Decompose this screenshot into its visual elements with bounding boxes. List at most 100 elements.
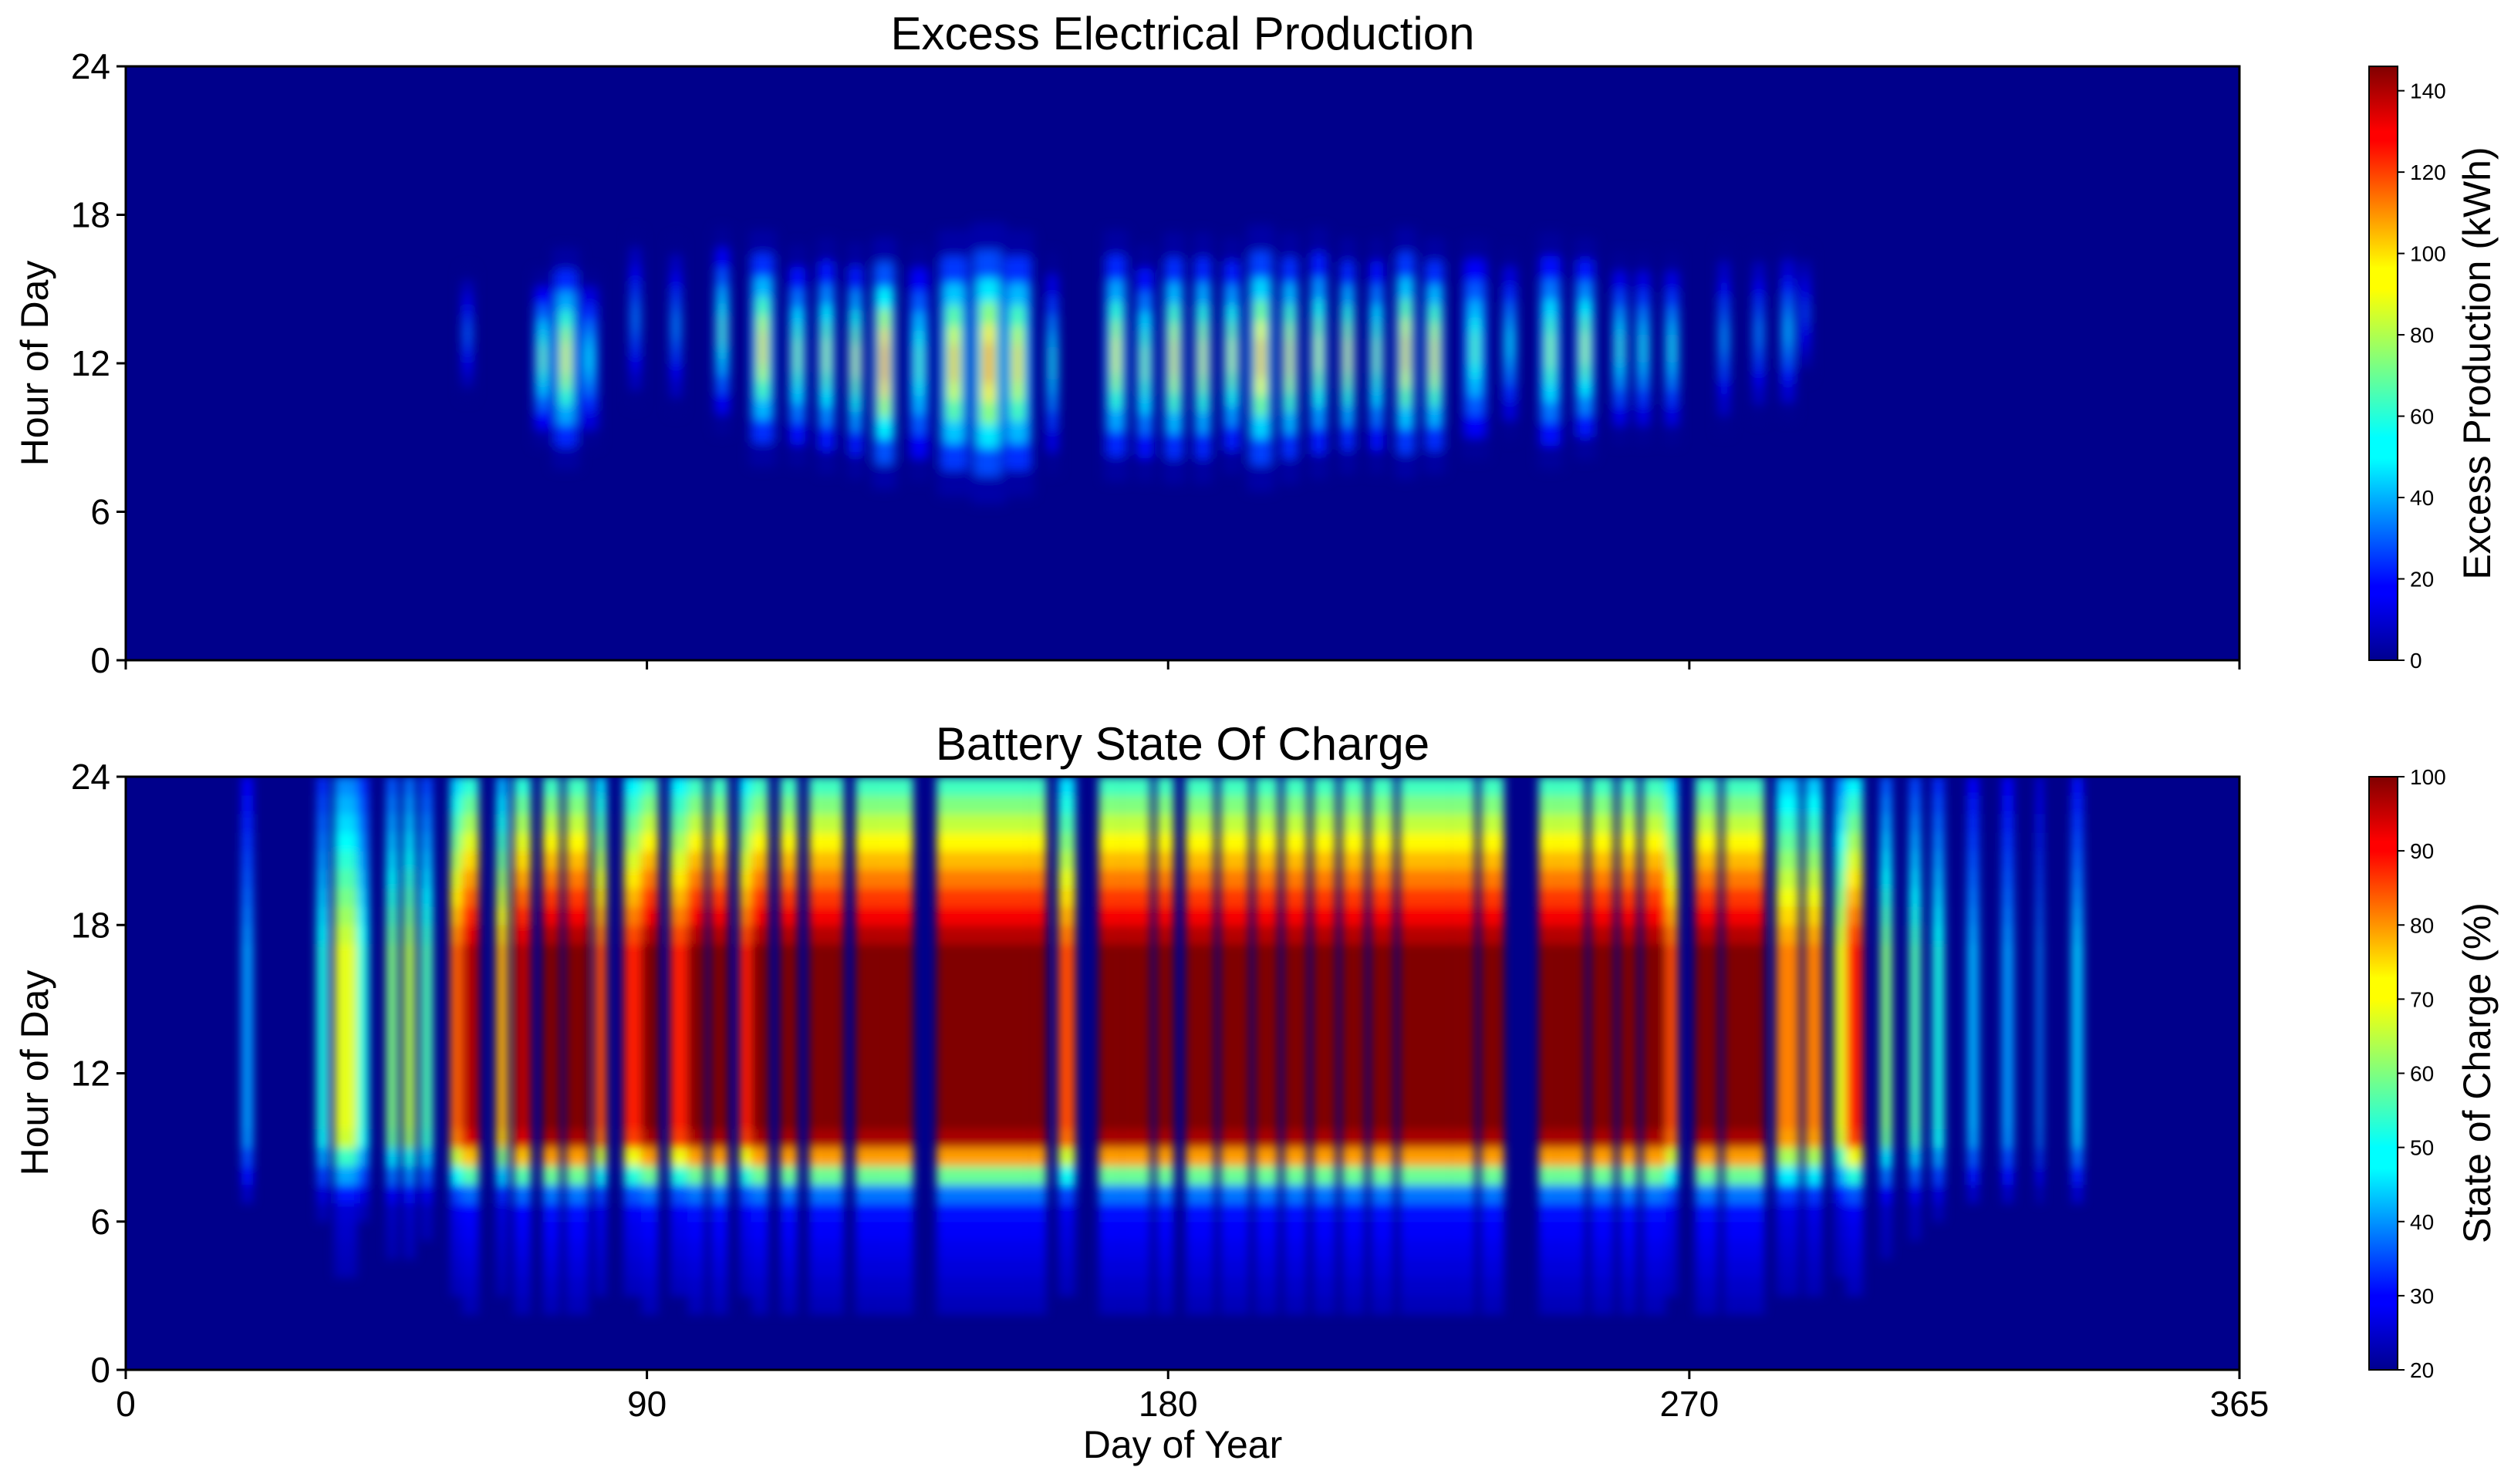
soc-cell-3-26	[357, 869, 370, 889]
soc-cell-37-9	[1284, 1184, 1308, 1204]
soc-cell-20-9	[751, 1184, 769, 1204]
soc-cell-40-29	[1371, 814, 1394, 833]
soc-cell-33-10	[1156, 1165, 1174, 1186]
soc-cell-4-29	[386, 814, 398, 833]
soc-cell-2-29	[334, 814, 358, 833]
soc-cell-46-20	[1556, 980, 1585, 1000]
soc-cell-13-26	[595, 869, 607, 889]
soc-cell-34-6	[1185, 1239, 1215, 1260]
soc-cell-3-22	[357, 943, 370, 963]
excess-cell-0-5	[466, 323, 470, 344]
soc-cell-1-10	[316, 1165, 329, 1186]
soc-cell-59-29	[1909, 814, 1922, 833]
soc-cell-9-12	[496, 1128, 508, 1148]
soc-cell-24-7	[855, 1221, 873, 1241]
soc-cell-2-14	[334, 1091, 358, 1111]
soc-cell-52-9	[1723, 1184, 1742, 1204]
soc-cell-11-11	[542, 1147, 560, 1167]
soc-cell-37-27	[1284, 851, 1308, 870]
soc-cell-53-17	[1741, 1036, 1765, 1055]
soc-cell-49-30	[1642, 795, 1666, 815]
soc-cell-1-13	[316, 1110, 329, 1130]
soc-cell-55-27	[1805, 851, 1823, 870]
soc-cell-25-27	[872, 851, 913, 870]
soc-colorbar-tick-label: 50	[2410, 1136, 2434, 1160]
soc-cell-25-7	[872, 1221, 913, 1241]
soc-cell-45-7	[1538, 1221, 1557, 1241]
soc-cell-29-14	[1029, 1091, 1047, 1111]
soc-cell-53-23	[1741, 925, 1765, 944]
soc-cell-16-15	[670, 1073, 688, 1093]
soc-cell-34-26	[1185, 869, 1215, 889]
soc-cell-37-5	[1284, 1258, 1308, 1278]
soc-cell-16-26	[670, 869, 688, 889]
soc-cell-16-31	[670, 777, 688, 796]
soc-cell-15-27	[641, 851, 659, 870]
soc-cell-60-24	[1932, 906, 1945, 926]
soc-cell-62-15	[2002, 1073, 2014, 1093]
soc-cell-17-30	[687, 795, 705, 815]
soc-cell-62-25	[2002, 888, 2014, 907]
soc-cell-13-4	[595, 1277, 607, 1297]
soc-cell-51-28	[1695, 832, 1719, 852]
soc-cell-17-22	[687, 943, 705, 963]
soc-cell-49-19	[1642, 999, 1666, 1018]
soc-cell-62-11	[2002, 1147, 2014, 1167]
excess-colorbar-tick-label: 80	[2410, 323, 2434, 347]
soc-cell-58-9	[1880, 1184, 1892, 1204]
soc-cell-47-29	[1591, 814, 1615, 833]
soc-cell-36-26	[1254, 869, 1278, 889]
soc-cell-31-15	[1099, 1073, 1122, 1093]
soc-cell-62-18	[2002, 1017, 2014, 1037]
soc-cell-52-19	[1723, 999, 1742, 1018]
soc-cell-6-14	[420, 1091, 433, 1111]
soc-cell-15-26	[641, 869, 659, 889]
soc-cell-22-13	[808, 1110, 827, 1130]
soc-cell-11-10	[542, 1165, 560, 1186]
soc-cell-60-21	[1932, 962, 1945, 981]
soc-cell-24-25	[855, 888, 873, 907]
soc-cell-20-27	[751, 851, 769, 870]
soc-cell-30-7	[1058, 1221, 1076, 1241]
soc-cell-53-20	[1741, 980, 1765, 1000]
soc-cell-16-11	[670, 1147, 688, 1167]
soc-cell-20-28	[751, 832, 769, 852]
soc-cell-39-7	[1342, 1221, 1365, 1241]
soc-cell-7-11	[450, 1147, 462, 1167]
soc-cell-15-5	[641, 1258, 659, 1278]
soc-cell-48-5	[1619, 1258, 1638, 1278]
soc-cell-17-29	[687, 814, 705, 833]
soc-cell-19-8	[739, 1202, 751, 1223]
soc-cell-51-20	[1695, 980, 1719, 1000]
soc-cell-16-18	[670, 1017, 688, 1037]
soc-cell-47-6	[1591, 1239, 1615, 1260]
soc-cell-29-30	[1029, 795, 1047, 815]
soc-cell-11-4	[542, 1277, 560, 1297]
soc-cell-24-10	[855, 1165, 873, 1186]
soc-cell-29-23	[1029, 925, 1047, 944]
soc-cell-41-30	[1399, 795, 1423, 815]
soc-cell-58-10	[1880, 1165, 1892, 1186]
soc-cell-35-4	[1220, 1277, 1250, 1297]
soc-cell-26-7	[937, 1221, 966, 1241]
soc-cell-24-18	[855, 1017, 873, 1037]
soc-cell-22-20	[808, 980, 827, 1000]
soc-cell-9-11	[496, 1147, 508, 1167]
excess-colorbar-tick-label: 120	[2410, 160, 2446, 184]
soc-cell-57-21	[1845, 962, 1863, 981]
soc-cell-42-11	[1423, 1147, 1452, 1167]
soc-cell-13-14	[595, 1091, 607, 1111]
soc-cell-55-28	[1805, 832, 1823, 852]
soc-cell-23-3	[826, 1295, 844, 1315]
excess-production-title: Excess Electrical Production	[891, 8, 1475, 59]
excess-y-tick-label: 24	[71, 46, 110, 86]
soc-cell-52-11	[1723, 1147, 1742, 1167]
soc-cell-32-26	[1122, 869, 1151, 889]
soc-cell-47-21	[1591, 962, 1615, 981]
soc-cell-47-30	[1591, 795, 1615, 815]
soc-cell-40-25	[1371, 888, 1394, 907]
soc-cell-35-3	[1220, 1295, 1250, 1315]
